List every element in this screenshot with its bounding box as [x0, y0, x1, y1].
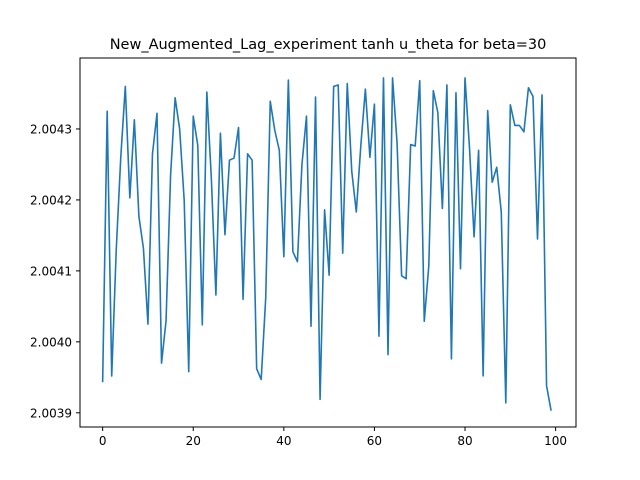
y-tick-label: 2.0043 — [30, 122, 72, 136]
series-line-0 — [101, 77, 552, 411]
x-tick-label: 80 — [457, 434, 472, 448]
y-tick-label: 2.0039 — [30, 406, 72, 420]
y-tick-label: 2.0040 — [30, 335, 72, 349]
y-tick-label: 2.0041 — [30, 264, 72, 278]
y-axis: 2.0039 2.0040 2.0041 2.0042 2.0043 — [30, 122, 80, 420]
x-tick-label: 40 — [276, 434, 291, 448]
plot-area — [80, 58, 576, 427]
x-tick-label: 20 — [186, 434, 201, 448]
y-tick-label: 2.0042 — [30, 193, 72, 207]
x-tick-label: 60 — [367, 434, 382, 448]
chart-title: New_Augmented_Lag_experiment tanh u_thet… — [110, 37, 547, 53]
x-tick-label: 100 — [544, 434, 567, 448]
x-axis: 0 20 40 60 80 100 — [99, 427, 567, 448]
x-tick-label: 0 — [99, 434, 107, 448]
series-layer — [101, 77, 552, 411]
plot-frame — [79, 57, 577, 428]
